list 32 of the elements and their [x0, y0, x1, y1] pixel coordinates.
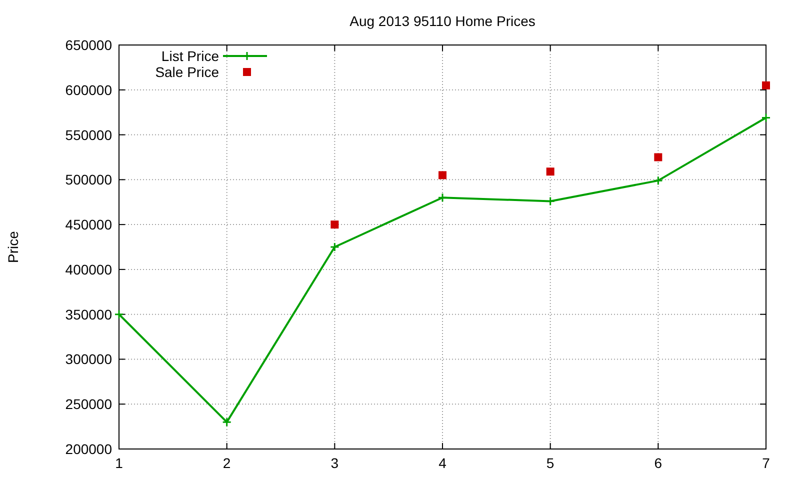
- point: [222, 417, 232, 427]
- point: [330, 220, 339, 229]
- legend-label: Sale Price: [155, 64, 220, 80]
- point: [653, 176, 663, 186]
- y-tick-label: 600000: [65, 82, 112, 98]
- x-tick-label: 2: [222, 455, 231, 471]
- chart-title: Aug 2013 95110 Home Prices: [350, 13, 536, 29]
- legend-label: List Price: [161, 48, 220, 64]
- point: [114, 310, 124, 320]
- y-tick-label: 450000: [65, 216, 112, 233]
- point: [762, 81, 770, 90]
- y-tick-label: 300000: [65, 351, 112, 368]
- x-tick-label: 6: [654, 455, 662, 471]
- y-tick-label: 500000: [65, 172, 112, 188]
- y-tick-label: 550000: [65, 126, 112, 143]
- point: [438, 171, 446, 180]
- y-tick-label: 350000: [65, 306, 112, 322]
- x-tick-label: 5: [546, 455, 554, 471]
- point: [761, 112, 771, 122]
- y-tick-label: 650000: [65, 37, 112, 53]
- y-tick-label: 200000: [65, 441, 112, 457]
- point: [546, 168, 554, 176]
- y-tick-label: 250000: [65, 396, 112, 412]
- point: [438, 192, 448, 202]
- x-tick-label: 1: [115, 455, 124, 471]
- x-tick-label: 7: [762, 455, 770, 471]
- point: [654, 153, 662, 162]
- x-tick-label: 4: [438, 455, 447, 471]
- y-axis-title: Price: [5, 230, 21, 263]
- point: [330, 242, 340, 252]
- y-tick-label: 400000: [65, 261, 112, 278]
- x-tick-label: 3: [330, 455, 339, 471]
